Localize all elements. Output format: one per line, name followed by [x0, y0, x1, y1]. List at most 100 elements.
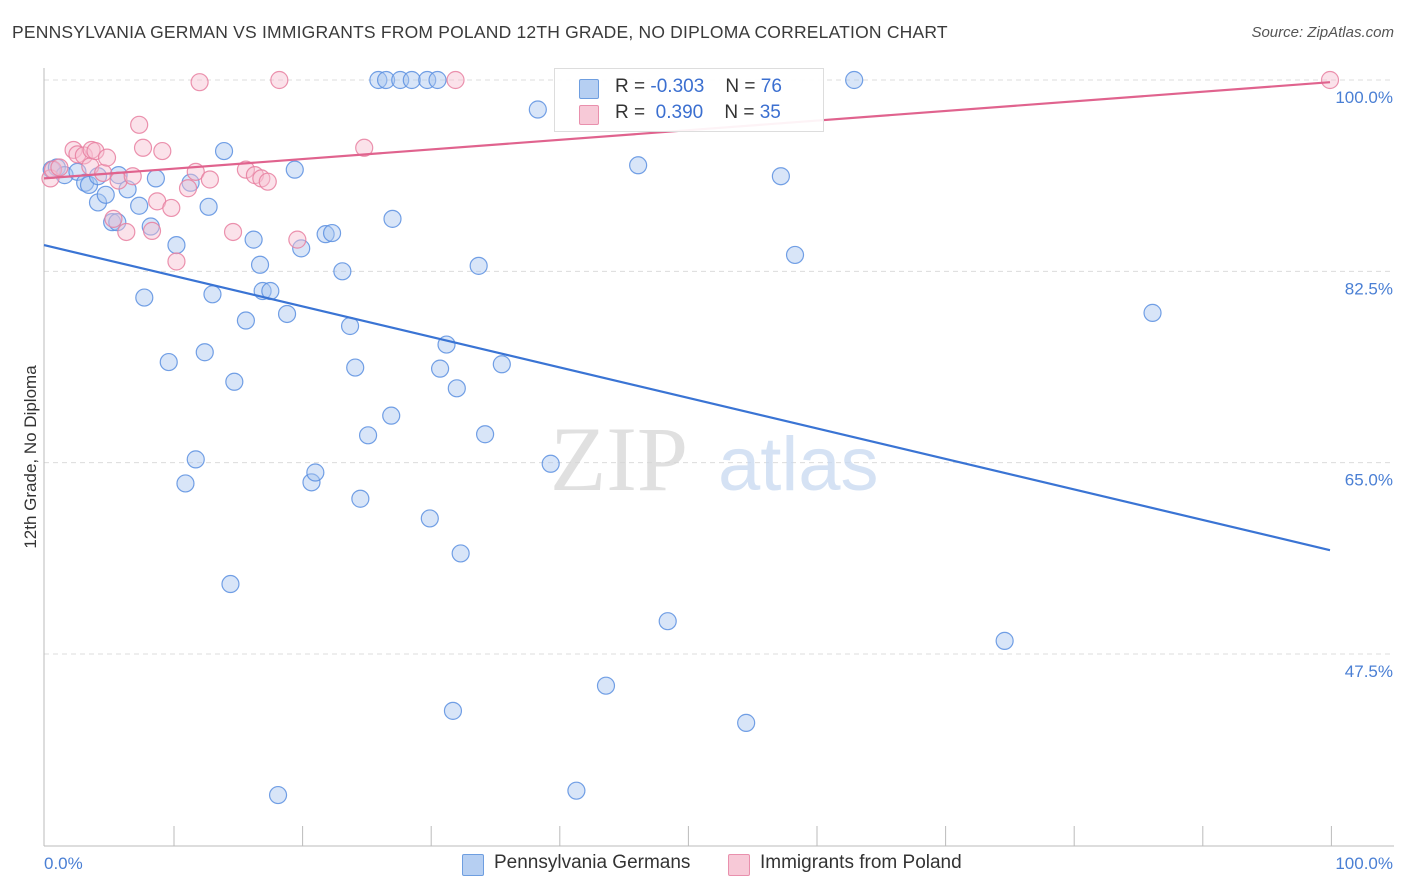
point-pennsylvania-germans [186, 450, 205, 469]
trend-line-pennsylvania-germans [43, 244, 1331, 552]
point-pennsylvania-germans [244, 230, 263, 249]
legend-swatch-pink [728, 854, 750, 876]
point-pennsylvania-germans [322, 223, 342, 243]
point-pennsylvania-germans [376, 70, 396, 90]
legend-r-value: -0.303 [650, 76, 705, 97]
point-pennsylvania-germans [995, 631, 1014, 650]
point-immigrants-from-poland [258, 172, 277, 191]
point-pennsylvania-germans [451, 544, 470, 563]
point-pennsylvania-germans [130, 196, 149, 215]
point-pennsylvania-germans [737, 713, 756, 732]
point-immigrants-from-poland [68, 145, 87, 164]
point-immigrants-from-poland [270, 70, 289, 90]
watermark: ZIP atlas [550, 408, 879, 510]
y-tick-label: 82.5% [1345, 279, 1393, 298]
legend-n-label: N = [724, 102, 755, 123]
legend-label: Pennsylvania Germans [494, 852, 691, 873]
point-pennsylvania-germans [292, 239, 311, 258]
legend-swatch-blue [462, 854, 484, 876]
point-pennsylvania-germans [199, 197, 218, 216]
point-pennsylvania-germans [203, 285, 222, 304]
point-pennsylvania-germans [596, 676, 616, 695]
point-immigrants-from-poland [153, 141, 172, 161]
point-pennsylvania-germans [469, 256, 488, 275]
point-pennsylvania-germans [492, 355, 511, 374]
point-immigrants-from-poland [50, 158, 69, 177]
legend-n-value: 35 [759, 102, 781, 123]
point-pennsylvania-germans [285, 160, 304, 179]
point-immigrants-from-poland [178, 179, 198, 198]
point-pennsylvania-germans [109, 166, 128, 185]
chart-title: PENNSYLVANIA GERMAN VS IMMIGRANTS FROM P… [12, 22, 948, 42]
x-tick-marks [173, 826, 1332, 846]
point-pennsylvania-germans [430, 359, 450, 378]
y-tick-label: 65.0% [1345, 471, 1393, 490]
point-pennsylvania-germans [88, 167, 108, 186]
watermark-zip: ZIP [550, 408, 688, 510]
point-immigrants-from-poland [130, 115, 149, 134]
point-immigrants-from-poland [190, 73, 209, 92]
point-immigrants-from-poland [446, 70, 465, 90]
point-immigrants-from-poland [200, 170, 219, 189]
point-pennsylvania-germans [250, 255, 270, 274]
point-pennsylvania-germans [176, 474, 195, 493]
legend-swatch-pink [579, 105, 599, 125]
point-pennsylvania-germans [236, 311, 256, 330]
point-immigrants-from-poland [167, 252, 186, 271]
point-pennsylvania-germans [333, 262, 352, 281]
point-pennsylvania-germans [302, 473, 321, 492]
x-tick-label-min: 0.0% [44, 854, 83, 873]
point-pennsylvania-germans [658, 612, 677, 631]
legend-n-value: 76 [760, 76, 782, 97]
legend-swatch-blue [579, 79, 599, 99]
point-pennsylvania-germans [382, 406, 401, 425]
point-pennsylvania-germans [346, 358, 365, 377]
y-tick-label: 47.5% [1345, 662, 1393, 681]
point-pennsylvania-germans [629, 156, 648, 175]
point-pennsylvania-germans [785, 245, 805, 265]
point-pennsylvania-germans [541, 454, 560, 473]
axes [43, 68, 1394, 847]
point-immigrants-from-poland [117, 222, 136, 242]
point-pennsylvania-germans [277, 304, 297, 324]
point-pennsylvania-germans [351, 489, 370, 508]
point-pennsylvania-germans [369, 70, 388, 90]
point-pennsylvania-germans [96, 185, 115, 204]
y-tick-label: 100.0% [1335, 88, 1393, 107]
point-immigrants-from-poland [236, 160, 256, 179]
point-pennsylvania-germans [268, 785, 288, 805]
point-pennsylvania-germans [214, 141, 234, 161]
watermark-atlas: atlas [718, 422, 879, 507]
point-immigrants-from-poland [1320, 70, 1340, 90]
legend-r-label: R = [615, 76, 646, 97]
legend-r-value: 0.390 [655, 102, 704, 123]
point-pennsylvania-germans [845, 70, 864, 90]
point-pennsylvania-germans [358, 426, 378, 445]
point-immigrants-from-poland [104, 209, 123, 228]
point-pennsylvania-germans [88, 193, 108, 212]
point-pennsylvania-germans [418, 70, 437, 90]
point-pennsylvania-germans [428, 70, 447, 90]
y-axis-label: 12th Grade, No Diploma [21, 365, 40, 549]
source-label: Source: ZipAtlas.com [1251, 24, 1394, 41]
point-pennsylvania-germans [447, 379, 466, 398]
point-immigrants-from-poland [142, 221, 162, 240]
point-pennsylvania-germans [1143, 303, 1162, 322]
point-pennsylvania-germans [383, 209, 402, 228]
point-pennsylvania-germans [195, 343, 214, 362]
correlation-legend: R = -0.303 N = 76 R = 0.390 N = 35 [554, 68, 824, 132]
point-immigrants-from-poland [162, 198, 181, 218]
point-pennsylvania-germans [146, 169, 165, 188]
point-pennsylvania-germans [528, 100, 547, 119]
point-pennsylvania-germans [567, 781, 586, 800]
point-immigrants-from-poland [223, 222, 243, 242]
point-pennsylvania-germans [420, 509, 439, 528]
point-pennsylvania-germans [475, 425, 495, 444]
point-immigrants-from-poland [288, 230, 307, 249]
point-pennsylvania-germans [221, 574, 240, 594]
point-pennsylvania-germans [402, 70, 421, 90]
point-immigrants-from-poland [97, 148, 117, 167]
point-pennsylvania-germans [771, 167, 790, 186]
legend-label: Immigrants from Poland [760, 852, 962, 873]
